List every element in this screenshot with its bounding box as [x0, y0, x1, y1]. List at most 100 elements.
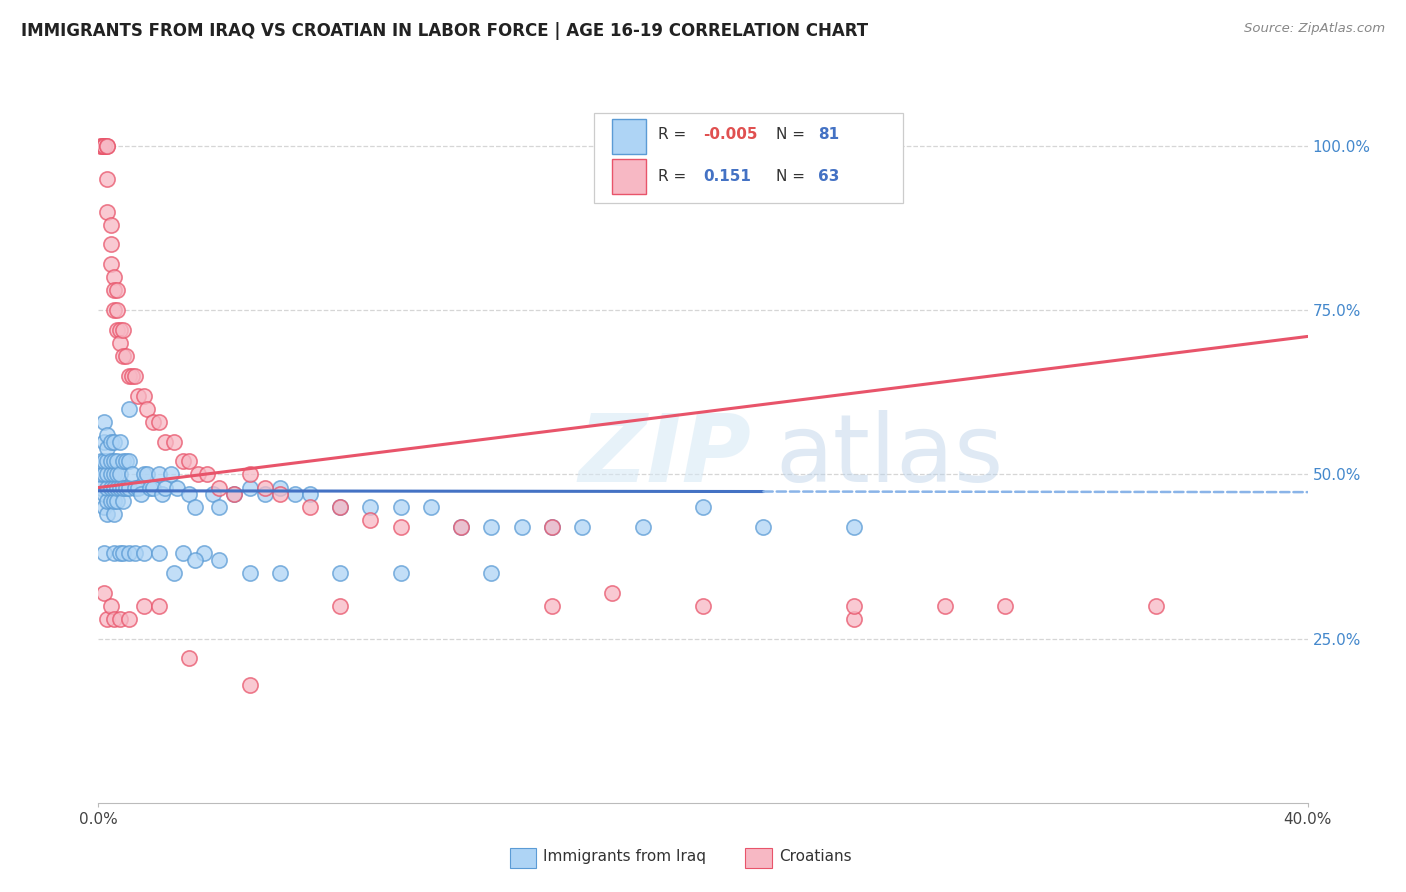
Point	[184, 500, 207, 515]
Point	[100, 218, 122, 232]
Point	[105, 481, 128, 495]
Point	[450, 520, 472, 534]
Point	[329, 500, 352, 515]
Point	[118, 368, 141, 383]
Point	[148, 467, 170, 482]
Point	[239, 481, 262, 495]
FancyBboxPatch shape	[509, 847, 536, 868]
Point	[96, 481, 118, 495]
Point	[118, 481, 141, 495]
Point	[631, 520, 654, 534]
Point	[93, 139, 115, 153]
Point	[111, 546, 134, 560]
Point	[96, 467, 118, 482]
Point	[108, 323, 131, 337]
Point	[103, 546, 125, 560]
Point	[202, 487, 225, 501]
Point	[100, 599, 122, 613]
Point	[844, 599, 866, 613]
Point	[150, 487, 173, 501]
Point	[994, 599, 1017, 613]
Text: Croatians: Croatians	[779, 849, 852, 864]
Point	[96, 441, 118, 455]
Point	[269, 566, 291, 580]
Point	[208, 553, 231, 567]
Point	[93, 500, 115, 515]
Point	[153, 434, 176, 449]
Point	[329, 599, 352, 613]
FancyBboxPatch shape	[613, 159, 647, 194]
Point	[100, 257, 122, 271]
Point	[253, 487, 276, 501]
Point	[329, 566, 352, 580]
Text: 0.151: 0.151	[703, 169, 751, 184]
Point	[103, 507, 125, 521]
Point	[360, 500, 382, 515]
Point	[692, 500, 714, 515]
Point	[108, 612, 131, 626]
Text: R =: R =	[658, 169, 692, 184]
Point	[100, 454, 122, 468]
Point	[100, 237, 122, 252]
Text: N =: N =	[776, 128, 810, 142]
Point	[96, 204, 118, 219]
Point	[118, 612, 141, 626]
Point	[129, 487, 152, 501]
Point	[148, 546, 170, 560]
Point	[208, 481, 231, 495]
Point	[187, 467, 209, 482]
Point	[103, 303, 125, 318]
Point	[153, 481, 176, 495]
Point	[540, 520, 562, 534]
Point	[100, 467, 122, 482]
Point	[103, 454, 125, 468]
Point	[100, 493, 122, 508]
FancyBboxPatch shape	[595, 112, 903, 203]
Point	[108, 467, 131, 482]
Point	[93, 585, 115, 599]
Point	[360, 513, 382, 527]
Point	[108, 434, 131, 449]
Point	[111, 349, 134, 363]
Point	[111, 481, 134, 495]
Point	[179, 454, 201, 468]
Point	[269, 481, 291, 495]
Point	[103, 467, 125, 482]
Point	[420, 500, 443, 515]
Point	[103, 612, 125, 626]
Point	[163, 566, 186, 580]
Text: -0.005: -0.005	[703, 128, 758, 142]
Point	[389, 520, 412, 534]
Point	[96, 507, 118, 521]
Point	[93, 487, 115, 501]
Text: Immigrants from Iraq: Immigrants from Iraq	[543, 849, 706, 864]
Point	[1144, 599, 1167, 613]
Point	[540, 520, 562, 534]
Point	[96, 171, 118, 186]
Point	[148, 599, 170, 613]
Text: atlas: atlas	[776, 410, 1004, 502]
Text: 63: 63	[818, 169, 839, 184]
Point	[172, 546, 194, 560]
Point	[121, 467, 143, 482]
Point	[90, 454, 112, 468]
Point	[163, 434, 186, 449]
Point	[166, 481, 188, 495]
Point	[124, 546, 146, 560]
Point	[96, 139, 118, 153]
Point	[105, 284, 128, 298]
Point	[114, 481, 136, 495]
Point	[100, 481, 122, 495]
Point	[108, 336, 131, 351]
Point	[105, 454, 128, 468]
Point	[118, 454, 141, 468]
Point	[179, 487, 201, 501]
Point	[114, 454, 136, 468]
Point	[571, 520, 593, 534]
Point	[121, 368, 143, 383]
Point	[224, 487, 246, 501]
Point	[111, 454, 134, 468]
FancyBboxPatch shape	[613, 120, 647, 153]
Point	[90, 139, 112, 153]
Point	[481, 520, 503, 534]
